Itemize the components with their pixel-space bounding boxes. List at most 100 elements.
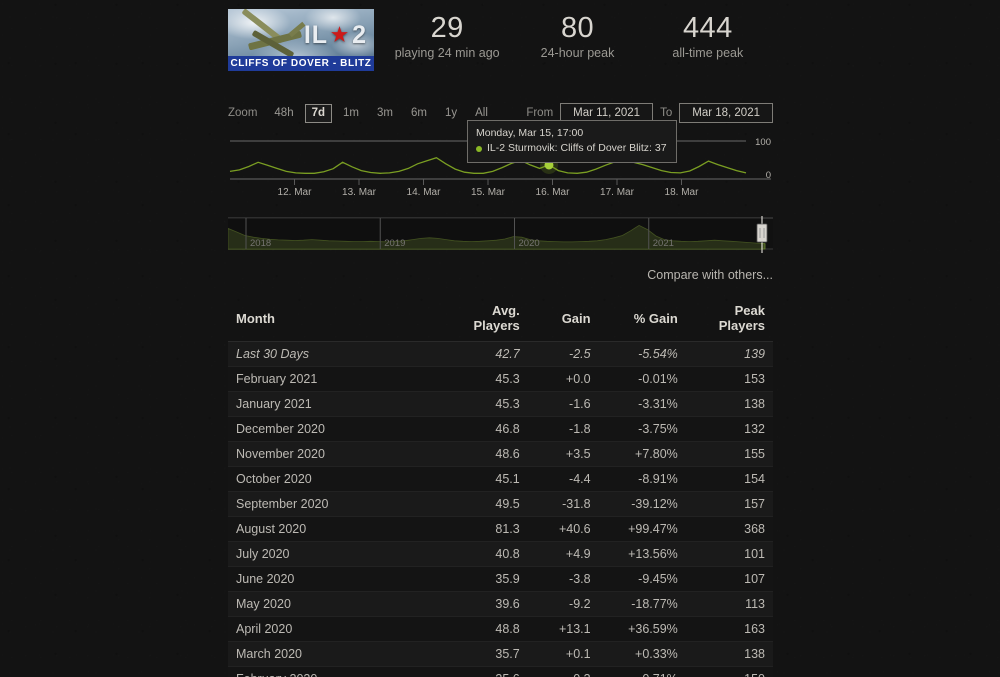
row-avg-players: 40.8 bbox=[435, 541, 528, 567]
chart-navigator-svg[interactable]: 2018 2019 2020 2021 bbox=[227, 216, 773, 256]
row-percent-gain: -3.75% bbox=[598, 416, 686, 442]
column-header-percent-gain[interactable]: % Gain bbox=[598, 298, 686, 342]
game-logo-text-1: IL bbox=[303, 21, 329, 49]
row-gain: +40.6 bbox=[527, 516, 599, 542]
zoom-button-3m[interactable]: 3m bbox=[377, 106, 393, 119]
column-header-avg-players[interactable]: Avg. Players bbox=[435, 298, 528, 342]
player-count-chart[interactable]: 100 0 12. Mar 13. Mar 14. Mar 15. Mar 16. Mar 1… bbox=[228, 120, 773, 205]
row-gain: -4.4 bbox=[527, 466, 599, 492]
row-avg-players: 46.8 bbox=[435, 416, 528, 442]
x-axis-label: 16. Mar bbox=[536, 187, 571, 198]
table-row: Last 30 Days 42.7 -2.5 -5.54% 139 bbox=[228, 341, 773, 367]
red-star-icon: ★ bbox=[331, 25, 350, 46]
row-avg-players: 35.6 bbox=[435, 666, 528, 677]
row-peak-players: 132 bbox=[685, 416, 773, 442]
game-subtitle-band: CLIFFS OF DOVER - BLITZ bbox=[228, 56, 374, 71]
row-month: October 2020 bbox=[228, 466, 436, 492]
row-month: December 2020 bbox=[228, 416, 436, 442]
column-header-peak-players[interactable]: Peak Players bbox=[685, 298, 773, 342]
zoom-button-1m[interactable]: 1m bbox=[343, 106, 359, 119]
stat-label-all-time-peak: all-time peak bbox=[672, 46, 744, 61]
row-avg-players: 81.3 bbox=[435, 516, 528, 542]
table-row: October 2020 45.1 -4.4 -8.91% 154 bbox=[228, 466, 773, 492]
player-count-chart-svg[interactable]: 100 0 12. Mar 13. Mar 14. Mar 15. Mar 16. Mar 1… bbox=[228, 129, 773, 205]
series-color-dot-icon bbox=[476, 145, 482, 152]
stat-current-players: 29 playing 24 min ago bbox=[382, 9, 512, 60]
tooltip-series-value: IL-2 Sturmovik: Cliffs of Dover Blitz: 3… bbox=[487, 142, 667, 154]
row-avg-players: 35.7 bbox=[435, 641, 528, 667]
table-row: September 2020 49.5 -31.8 -39.12% 157 bbox=[228, 491, 773, 517]
row-avg-players: 42.7 bbox=[435, 341, 528, 367]
row-gain: -2.5 bbox=[527, 341, 599, 367]
zoom-button-6m[interactable]: 6m bbox=[410, 106, 427, 119]
chart-line-series bbox=[229, 156, 747, 174]
y-axis-label-0: 0 bbox=[766, 170, 771, 181]
stat-all-time-peak: 444 all-time peak bbox=[643, 9, 773, 60]
row-month: April 2020 bbox=[228, 616, 436, 642]
table-row: January 2021 45.3 -1.6 -3.31% 138 bbox=[228, 391, 773, 417]
chart-tooltip: Monday, Mar 15, 17:00 IL-2 Sturmovik: Cl… bbox=[467, 120, 677, 163]
zoom-button-all[interactable]: All bbox=[475, 106, 488, 119]
compare-with-others-link[interactable]: Compare with others... bbox=[647, 268, 773, 282]
row-percent-gain: -3.31% bbox=[598, 391, 686, 417]
row-peak-players: 139 bbox=[685, 341, 773, 367]
content-column: IL ★ 2 CLIFFS OF DOVER - BLITZ 29 playin… bbox=[227, 0, 773, 677]
row-peak-players: 150 bbox=[685, 666, 773, 677]
row-percent-gain: +7.80% bbox=[598, 441, 686, 467]
row-peak-players: 113 bbox=[685, 591, 773, 617]
zoom-button-48h[interactable]: 48h bbox=[274, 106, 294, 119]
stat-value-24h-peak: 80 bbox=[560, 12, 595, 44]
row-peak-players: 138 bbox=[685, 641, 773, 667]
game-logo-text-2: 2 bbox=[352, 21, 367, 49]
table-row: June 2020 35.9 -3.8 -9.45% 107 bbox=[228, 566, 773, 592]
to-label: To bbox=[660, 107, 673, 119]
column-header-gain[interactable]: Gain bbox=[527, 298, 599, 342]
stat-label-current: playing 24 min ago bbox=[394, 46, 500, 61]
navigator-year-label: 2019 bbox=[384, 238, 405, 249]
zoom-button-7d[interactable]: 7d bbox=[304, 103, 333, 123]
to-date-input[interactable]: Mar 18, 2021 bbox=[679, 103, 773, 123]
stats-row: 29 playing 24 min ago 80 24-hour peak 44… bbox=[374, 9, 773, 60]
row-avg-players: 48.8 bbox=[435, 616, 528, 642]
row-peak-players: 155 bbox=[685, 441, 773, 467]
compare-row: Compare with others... bbox=[228, 266, 773, 284]
navigator-right-handle[interactable] bbox=[756, 223, 768, 243]
chart-controls: Zoom 48h 7d 1m 3m 6m 1y All From Mar 11,… bbox=[228, 99, 773, 127]
tooltip-date: Monday, Mar 15, 17:00 bbox=[476, 127, 584, 139]
row-peak-players: 157 bbox=[685, 491, 773, 517]
zoom-button-1y[interactable]: 1y bbox=[444, 106, 458, 119]
row-avg-players: 35.9 bbox=[435, 566, 528, 592]
row-percent-gain: +36.59% bbox=[598, 616, 686, 642]
row-month: June 2020 bbox=[228, 566, 436, 592]
x-axis-label: 18. Mar bbox=[665, 187, 700, 198]
table-header-row: Month Avg. Players Gain % Gain Peak Play… bbox=[228, 298, 773, 342]
row-percent-gain: -5.54% bbox=[598, 341, 686, 367]
airplane-icon bbox=[234, 9, 312, 61]
x-axis-label: 12. Mar bbox=[278, 187, 313, 198]
chart-navigator[interactable]: 2018 2019 2020 2021 bbox=[227, 216, 773, 256]
row-peak-players: 153 bbox=[685, 366, 773, 392]
navigator-area-series bbox=[227, 224, 766, 250]
x-axis-label: 17. Mar bbox=[600, 187, 635, 198]
row-percent-gain: -18.77% bbox=[598, 591, 686, 617]
row-percent-gain: +13.56% bbox=[598, 541, 686, 567]
table-row: April 2020 48.8 +13.1 +36.59% 163 bbox=[228, 616, 773, 642]
row-month: May 2020 bbox=[228, 591, 436, 617]
row-avg-players: 39.6 bbox=[435, 591, 528, 617]
row-month: July 2020 bbox=[228, 541, 436, 567]
row-peak-players: 368 bbox=[685, 516, 773, 542]
game-thumbnail[interactable]: IL ★ 2 CLIFFS OF DOVER - BLITZ bbox=[228, 9, 374, 71]
table-row: February 2021 45.3 +0.0 -0.01% 153 bbox=[228, 366, 773, 392]
stat-label-24h-peak: 24-hour peak bbox=[540, 46, 615, 61]
row-gain: +3.5 bbox=[527, 441, 599, 467]
row-peak-players: 163 bbox=[685, 616, 773, 642]
row-gain: -9.2 bbox=[527, 591, 599, 617]
row-month: February 2021 bbox=[228, 366, 436, 392]
row-avg-players: 49.5 bbox=[435, 491, 528, 517]
x-axis-label: 14. Mar bbox=[407, 187, 442, 198]
column-header-month[interactable]: Month bbox=[228, 298, 436, 342]
row-gain: +0.1 bbox=[527, 641, 599, 667]
row-month: Last 30 Days bbox=[228, 341, 436, 367]
